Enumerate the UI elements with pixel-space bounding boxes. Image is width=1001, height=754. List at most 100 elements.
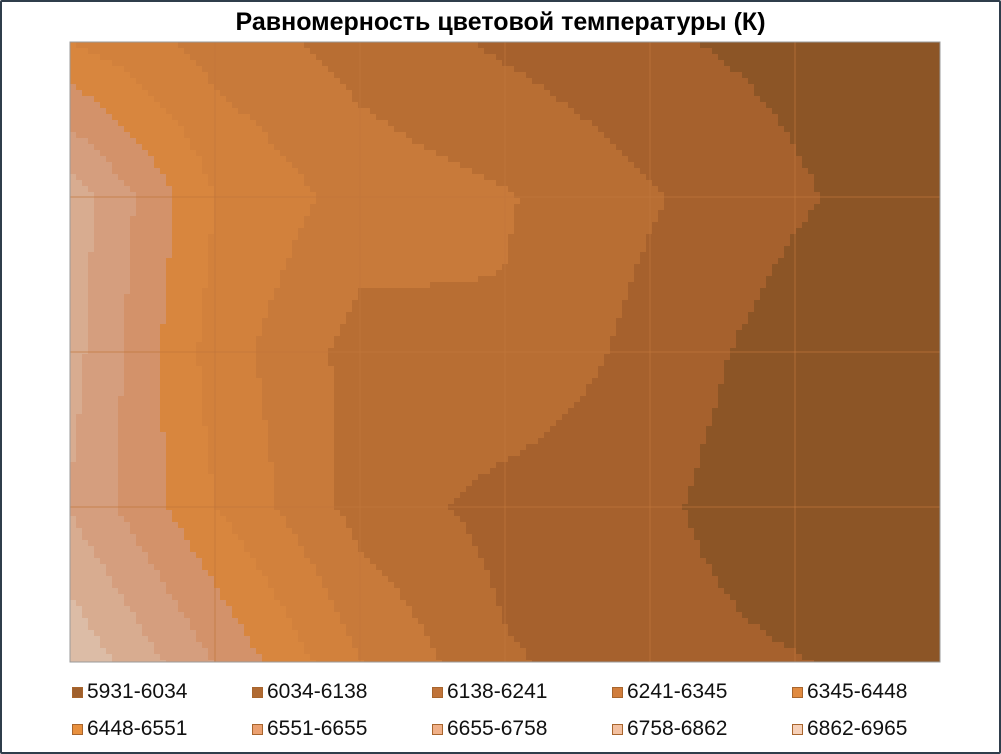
contour-band-cell <box>70 360 83 367</box>
contour-band-cell <box>202 168 299 175</box>
contour-band-cell <box>544 432 707 439</box>
contour-band-cell <box>118 396 161 403</box>
contour-band-cell <box>160 342 197 349</box>
contour-band-cell <box>214 498 275 505</box>
contour-band-cell <box>118 588 167 595</box>
contour-band-cell <box>382 570 491 577</box>
contour-band-cell <box>70 240 95 247</box>
contour-band-cell <box>166 312 203 319</box>
contour-band-cell <box>88 312 125 319</box>
contour-band-cell <box>70 192 95 199</box>
contour-band-cell <box>694 468 941 475</box>
contour-band-cell <box>358 288 629 295</box>
contour-band-cell <box>274 144 425 151</box>
contour-band-cell <box>556 96 761 103</box>
contour-band-cell <box>70 204 95 211</box>
contour-band-cell <box>166 450 209 457</box>
contour-band-cell <box>790 132 941 139</box>
contour-band-cell <box>508 630 767 637</box>
contour-band-cell <box>118 420 161 427</box>
contour-band-cell <box>652 222 803 229</box>
contour-band-cell <box>268 426 335 433</box>
contour-band-cell <box>502 612 743 619</box>
contour-band-cell <box>514 210 659 217</box>
contour-band-cell <box>124 372 161 379</box>
contour-band-cell <box>304 174 485 181</box>
contour-band-cell <box>70 300 89 307</box>
contour-band-cell <box>598 366 725 373</box>
contour-band-cell <box>748 312 941 319</box>
contour-band-cell <box>124 360 161 367</box>
contour-band-cell <box>82 360 125 367</box>
contour-band-cell <box>772 636 941 643</box>
contour-band-cell <box>664 204 815 211</box>
contour-band-cell <box>70 108 107 115</box>
contour-band-cell <box>412 138 611 145</box>
contour-band-cell <box>130 258 167 265</box>
contour-band-cell <box>70 270 89 277</box>
contour-band-cell <box>118 414 161 421</box>
contour-band-cell <box>202 408 263 415</box>
contour-band-cell <box>736 336 941 343</box>
contour-band-cell <box>100 642 155 649</box>
contour-band-cell <box>736 600 941 607</box>
contour-band-cell <box>160 330 203 337</box>
contour-band-cell <box>196 630 245 637</box>
contour-band-cell <box>526 648 797 655</box>
contour-band-cell <box>274 468 335 475</box>
contour-band-cell <box>124 294 167 301</box>
contour-band-cell <box>304 552 365 559</box>
contour-band-cell <box>196 360 257 367</box>
legend-item: 6655-6758 <box>432 717 547 741</box>
legend-swatch <box>252 686 263 698</box>
contour-band-cell <box>124 516 173 523</box>
contour-band-cell <box>508 624 761 631</box>
contour-band-cell <box>70 216 95 223</box>
contour-band-cell <box>70 636 101 643</box>
contour-band-cell <box>148 552 197 559</box>
contour-band-cell <box>712 408 941 415</box>
legend-swatch <box>72 686 83 698</box>
legend-item: 6551-6655 <box>252 717 367 741</box>
contour-band-cell <box>130 186 173 193</box>
contour-band-cell <box>664 198 821 205</box>
contour-band-cell <box>166 444 209 451</box>
contour-band-cell <box>334 336 611 343</box>
contour-band-cell <box>688 510 941 517</box>
contour-band-cell <box>70 582 113 589</box>
contour-band-cell <box>106 108 167 115</box>
contour-band-cell <box>166 276 209 283</box>
contour-band-cell <box>70 660 113 663</box>
contour-band-cell <box>124 306 167 313</box>
contour-band-cell <box>70 528 83 535</box>
contour-band-cell <box>262 384 335 391</box>
contour-band-cell <box>76 432 119 439</box>
contour-band-cell <box>712 570 941 577</box>
plot-area-border <box>69 41 941 663</box>
contour-band-cell <box>76 600 125 607</box>
contour-band-cell <box>106 564 155 571</box>
contour-band-cell <box>70 42 77 49</box>
contour-band-cell <box>262 330 341 337</box>
contour-band-cell <box>124 600 179 607</box>
contour-band-cell <box>94 552 149 559</box>
contour-band-cell <box>508 252 641 259</box>
contour-band-cell <box>82 606 131 613</box>
contour-band-cell <box>232 612 287 619</box>
contour-band-cell <box>208 462 275 469</box>
contour-band-cell <box>202 390 263 397</box>
contour-band-cell <box>634 270 773 277</box>
contour-band-cell <box>310 48 485 55</box>
contour-band-cell <box>424 630 509 637</box>
contour-band-cell <box>274 486 335 493</box>
contour-band-cell <box>70 90 83 97</box>
contour-band-cell <box>358 648 437 655</box>
contour-band-cell <box>778 258 941 265</box>
contour-band-cell <box>652 228 797 235</box>
contour-band-cell <box>808 216 941 223</box>
contour-band-cell <box>94 210 137 217</box>
contour-band-cell <box>154 156 203 163</box>
contour-band-cell <box>454 498 689 505</box>
contour-band-cell <box>88 330 125 337</box>
